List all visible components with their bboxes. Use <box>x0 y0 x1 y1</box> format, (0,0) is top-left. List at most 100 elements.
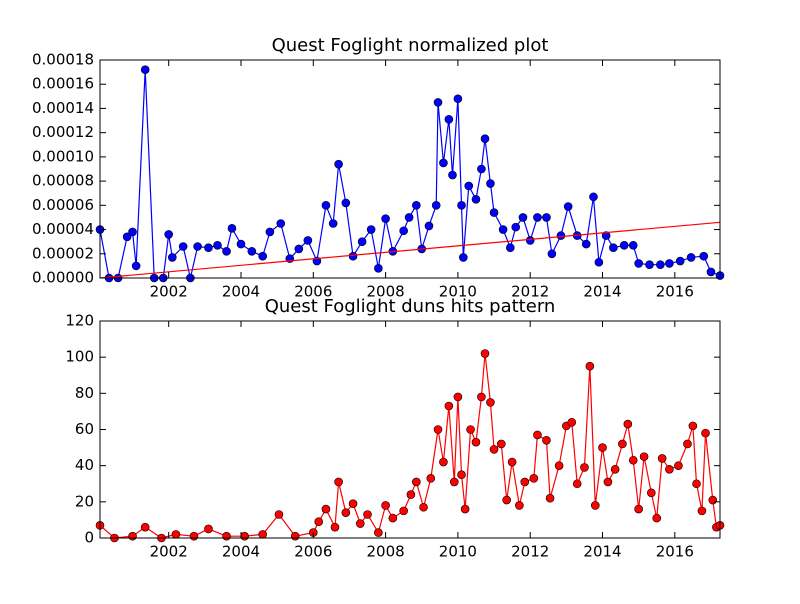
data-line <box>99 221 721 279</box>
data-point <box>419 502 428 512</box>
data-point <box>489 208 499 217</box>
data-point <box>533 430 542 440</box>
data-point <box>236 239 246 249</box>
data-point <box>572 479 582 489</box>
data-point <box>610 464 620 474</box>
y-tick-label: 0.00002 <box>32 244 94 262</box>
data-point <box>477 164 486 174</box>
x-tick-label: 2002 <box>150 283 188 301</box>
data-point <box>406 490 416 499</box>
data-point <box>404 213 414 222</box>
data-point <box>585 361 595 371</box>
data-point <box>457 470 466 480</box>
x-tick-label: 2004 <box>222 283 260 301</box>
y-tick-label: 0 <box>84 529 94 547</box>
data-point <box>471 194 481 204</box>
data-point <box>623 419 633 429</box>
data-point <box>486 398 495 407</box>
data-point <box>697 506 707 516</box>
data-point <box>374 264 383 273</box>
data-point <box>294 244 304 254</box>
data-point <box>656 260 665 269</box>
x-tick-label: 2008 <box>367 283 405 301</box>
plot-frame <box>99 59 721 279</box>
data-point <box>692 479 701 489</box>
x-tick-label: 2008 <box>367 543 405 561</box>
y-tick-label: 0.00000 <box>32 269 94 287</box>
y-tick-label: 20 <box>75 492 94 510</box>
data-point <box>634 504 643 514</box>
x-tick-label: 2002 <box>150 543 188 561</box>
data-point <box>363 510 372 519</box>
data-point <box>128 531 137 541</box>
y-tick-label: 0.00018 <box>32 51 94 69</box>
y-tick-label: 0.00014 <box>32 99 94 117</box>
y-tick-label: 40 <box>75 456 94 474</box>
data-point <box>580 463 589 472</box>
data-point <box>247 247 257 256</box>
data-point <box>506 243 515 253</box>
data-point <box>265 227 275 237</box>
data-point <box>412 477 421 487</box>
y-tick-label: 0.00008 <box>32 172 94 190</box>
data-point <box>480 134 490 144</box>
data-point <box>542 213 551 222</box>
data-point <box>334 159 343 169</box>
x-tick-label: 2012 <box>511 283 549 301</box>
data-point <box>303 236 313 245</box>
data-point <box>542 436 551 445</box>
data-point <box>545 493 555 503</box>
data-point <box>609 243 618 253</box>
data-point <box>634 259 643 268</box>
data-point <box>444 115 454 124</box>
data-point <box>204 524 213 534</box>
data-point <box>426 474 436 483</box>
data-point <box>433 98 443 107</box>
data-point <box>424 221 434 231</box>
data-point <box>131 261 141 271</box>
data-point <box>502 495 512 505</box>
data-point <box>657 454 667 463</box>
data-point <box>520 477 530 487</box>
data-point <box>178 242 188 251</box>
data-point <box>321 504 331 514</box>
data-point <box>628 455 638 465</box>
data-point <box>355 519 365 528</box>
data-point <box>412 201 421 210</box>
data-point <box>590 501 600 510</box>
x-tick-label: 2016 <box>656 283 694 301</box>
data-point <box>683 439 692 449</box>
data-point <box>227 224 237 233</box>
data-point <box>366 225 376 234</box>
data-point <box>276 219 286 228</box>
data-point <box>619 241 629 250</box>
y-tick-label: 100 <box>65 348 94 366</box>
data-point <box>686 253 696 262</box>
data-point <box>314 517 324 527</box>
data-point <box>439 457 448 467</box>
data-point <box>480 349 490 358</box>
data-point <box>140 65 150 74</box>
data-point <box>706 267 716 277</box>
data-point <box>466 425 475 434</box>
data-point <box>708 495 718 505</box>
data-point <box>603 477 613 487</box>
y-tick-label: 60 <box>75 420 94 438</box>
data-point <box>529 474 539 483</box>
data-point <box>140 522 150 532</box>
x-tick-label: 2010 <box>439 543 477 561</box>
data-point <box>498 225 508 234</box>
data-point <box>439 158 448 168</box>
data-point <box>665 259 674 268</box>
data-point <box>699 251 709 261</box>
data-point <box>189 531 199 541</box>
data-point <box>601 231 611 240</box>
data-point <box>453 392 463 402</box>
data-point <box>341 508 351 517</box>
data-point <box>448 170 457 180</box>
data-point <box>647 488 656 498</box>
x-tick-label: 2004 <box>222 543 260 561</box>
data-point <box>381 214 390 223</box>
data-point <box>511 222 521 232</box>
y-tick-label: 0.00004 <box>32 220 94 238</box>
